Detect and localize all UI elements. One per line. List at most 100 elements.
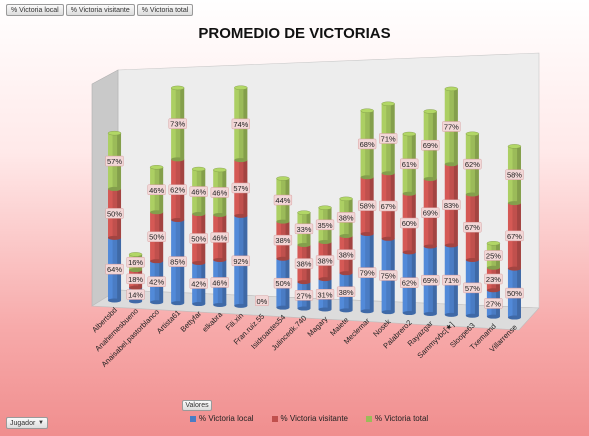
bar-bottom-cap xyxy=(423,244,437,249)
data-label-0-3: 85% xyxy=(168,256,187,267)
bar-bottom-cap xyxy=(108,298,122,303)
chevron-down-icon: ▼ xyxy=(38,420,44,426)
legend-label-local: % Victoria local xyxy=(199,414,254,423)
field-button-local[interactable]: % Victoria local xyxy=(6,4,64,16)
data-label-text: 14% xyxy=(128,291,143,300)
bar-bottom-cap xyxy=(402,311,416,316)
data-label-text: 74% xyxy=(233,120,248,129)
data-label-text: 77% xyxy=(444,123,459,132)
data-label-text: 58% xyxy=(360,202,375,211)
data-label-0-0: 64% xyxy=(105,263,124,275)
data-label-2-13: 71% xyxy=(379,133,398,144)
field-button-total[interactable]: % Victoria total xyxy=(136,4,194,16)
bar-bottom-cap xyxy=(297,280,311,285)
data-label-1-8: 38% xyxy=(273,234,293,246)
data-label-text: 58% xyxy=(507,171,522,180)
data-label-bg xyxy=(484,250,503,261)
bar-bottom-cap xyxy=(318,307,332,312)
data-label-text: 44% xyxy=(275,196,290,205)
data-label-bg xyxy=(147,231,166,242)
data-label-2-18: 25% xyxy=(484,250,503,261)
data-label-text: 38% xyxy=(339,251,354,260)
field-button-visitante[interactable]: % Victoria visitante xyxy=(65,4,135,16)
data-label-bg xyxy=(294,258,314,269)
data-label-bg xyxy=(273,194,293,206)
data-label-bg xyxy=(505,169,524,180)
data-label-0-5: 46% xyxy=(210,277,229,288)
bar-bottom-cap xyxy=(150,300,164,305)
data-label-text: 69% xyxy=(423,209,438,218)
data-label-1-10: 38% xyxy=(315,255,335,266)
data-label-bg xyxy=(315,255,335,266)
bar-top-cap xyxy=(192,166,206,172)
data-label-bg xyxy=(255,295,269,306)
data-label-0-18: 27% xyxy=(484,298,503,309)
data-label-2-1: 16% xyxy=(126,256,145,268)
data-label-bg xyxy=(505,287,524,299)
bar-bottom-cap xyxy=(507,201,521,206)
data-label-text: 60% xyxy=(402,219,417,228)
data-label-text: 57% xyxy=(233,184,248,193)
data-label-2-19: 58% xyxy=(505,169,524,180)
data-label-1-0: 50% xyxy=(105,208,124,219)
bar-bottom-cap xyxy=(381,171,395,176)
bar-top-cap xyxy=(128,252,143,257)
bar-bottom-cap xyxy=(318,277,332,282)
data-label-bg xyxy=(210,277,229,288)
bar-top-cap xyxy=(318,205,332,210)
data-label-2-15: 69% xyxy=(421,139,440,151)
data-label-bg xyxy=(400,277,419,288)
bar-bottom-cap xyxy=(381,310,395,315)
axis-field-button[interactable]: Jugador ▼ xyxy=(6,417,48,429)
data-label-0-11: 38% xyxy=(336,286,356,298)
data-label-text: 85% xyxy=(170,258,185,267)
bar-bottom-cap xyxy=(129,268,143,273)
bar-bottom-cap xyxy=(318,239,332,244)
data-label-bg xyxy=(379,200,398,212)
data-label-2-16: 77% xyxy=(442,121,461,132)
data-label-bg xyxy=(231,182,250,194)
data-label-1-17: 67% xyxy=(463,221,482,233)
data-label-text: 75% xyxy=(381,271,396,280)
data-label-bg xyxy=(168,118,187,129)
data-label-bg xyxy=(421,207,440,218)
data-label-1-2: 50% xyxy=(147,231,166,242)
bar-top-cap xyxy=(465,131,480,136)
data-label-text: 67% xyxy=(465,223,480,232)
bar-bottom-cap xyxy=(444,162,458,167)
bar-bottom-cap xyxy=(465,192,479,197)
values-field-button[interactable]: Valores xyxy=(182,400,212,411)
data-label-bg xyxy=(189,233,208,244)
data-label-0-10: 31% xyxy=(315,289,335,300)
data-label-bg xyxy=(273,234,293,246)
field-buttons: % Victoria local % Victoria visitante % … xyxy=(6,4,194,16)
data-label-text: 67% xyxy=(381,202,396,211)
data-label-1-4: 50% xyxy=(189,233,208,244)
data-label-1-3: 62% xyxy=(168,184,187,195)
chart-data-labels: 64% 50% 57% 14% 18% 16% 42% 50% 46% 85% 62% 73% 42% 5… xyxy=(105,118,524,309)
data-label-bg xyxy=(484,298,503,309)
data-label-0-16: 71% xyxy=(442,274,461,286)
legend-item-total: % Victoria total xyxy=(365,414,428,423)
legend-item-local: % Victoria local xyxy=(190,414,254,423)
data-label-text: 27% xyxy=(486,299,501,308)
data-label-bg xyxy=(168,184,187,195)
data-label-1-9: 38% xyxy=(294,258,314,269)
data-label-text: 46% xyxy=(212,278,227,287)
data-label-0-15: 69% xyxy=(421,274,440,286)
data-label-bg xyxy=(294,223,314,235)
bar-bottom-cap xyxy=(444,243,458,248)
legend-swatch-visitante xyxy=(271,415,278,422)
data-label-0-13: 75% xyxy=(379,270,398,281)
data-label-2-4: 46% xyxy=(189,186,208,197)
bar-bottom-cap xyxy=(234,213,248,218)
bar-top-cap xyxy=(402,131,416,137)
bar-bottom-cap xyxy=(360,175,374,180)
bar-bottom-cap xyxy=(423,311,437,316)
data-label-bg xyxy=(210,187,229,198)
data-label-2-5: 46% xyxy=(210,187,229,198)
data-label-text: 38% xyxy=(339,288,354,297)
data-label-bg xyxy=(294,290,314,301)
axis-field-label: Jugador xyxy=(10,420,36,427)
